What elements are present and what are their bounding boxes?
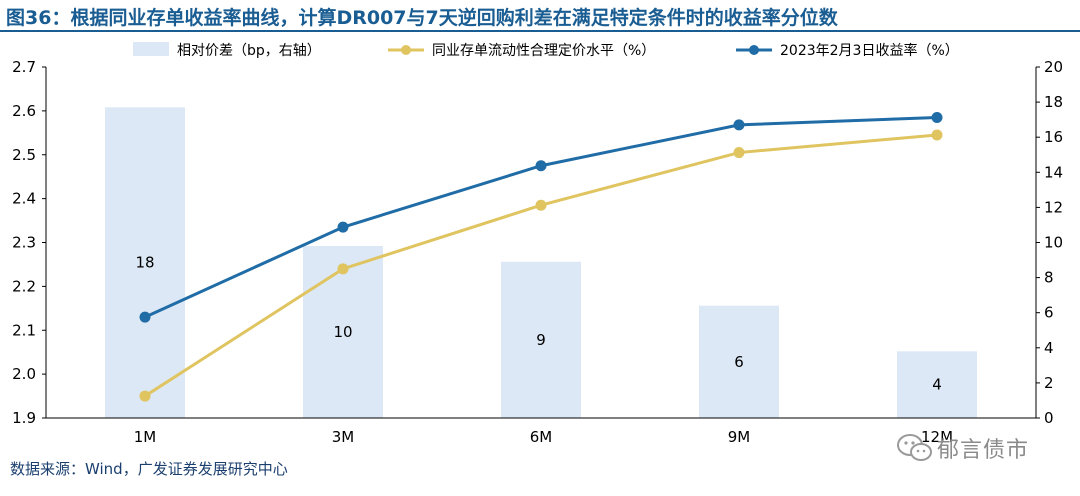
right-tick-label: 14 [1044,163,1063,181]
right-tick-label: 20 [1044,58,1063,76]
title-bar: 图36：根据同业存单收益率曲线，计算DR007与7天逆回购利差在满足特定条件时的… [0,0,1080,32]
series-point [139,311,151,323]
x-tick-label: 12M [921,428,953,446]
right-tick-label: 18 [1044,93,1063,111]
series-point [139,390,151,402]
left-tick-label: 1.9 [12,409,36,427]
bar-data-label: 9 [536,331,546,349]
left-tick-label: 2.2 [12,277,36,295]
left-tick-label: 2.3 [12,234,36,252]
page-title: 图36：根据同业存单收益率曲线，计算DR007与7天逆回购利差在满足特定条件时的… [6,7,838,29]
series-point [535,160,547,172]
legend-swatch-marker [401,45,411,55]
legend-swatch-bar [133,42,169,56]
left-tick-label: 2.4 [12,190,36,208]
left-tick-label: 2.0 [12,365,36,383]
right-tick-label: 8 [1044,269,1054,287]
source-note: 数据来源：Wind，广发证券发展研究中心 [10,460,288,478]
series-point [931,129,943,141]
bar-data-label: 4 [932,376,942,394]
right-tick-label: 2 [1044,374,1054,392]
watermark: 郁言债市 [895,430,1060,464]
left-tick-label: 2.7 [12,58,36,76]
x-tick-label: 6M [530,428,553,446]
bar [303,246,383,418]
legend-swatch-marker [749,45,759,55]
wechat-icon [897,434,932,461]
right-tick-label: 12 [1044,198,1063,216]
right-tick-label: 10 [1044,234,1063,252]
series-point [337,263,349,275]
bar-data-label: 18 [135,254,154,272]
bar [897,351,977,418]
bar-data-label: 6 [734,353,744,371]
bar-data-label: 10 [333,323,352,341]
x-tick-label: 9M [728,428,751,446]
series-point [535,199,547,211]
x-tick-label: 3M [332,428,355,446]
left-tick-label: 2.5 [12,146,36,164]
left-tick-label: 2.1 [12,321,36,339]
right-tick-label: 16 [1044,128,1063,146]
right-tick-label: 6 [1044,304,1054,322]
right-tick-label: 4 [1044,339,1054,357]
legend-label: 2023年2月3日收益率（%） [780,42,959,59]
legend-label: 同业存单流动性合理定价水平（%） [432,43,655,59]
watermark-text: 郁言债市 [937,438,1030,463]
left-tick-label: 2.6 [12,102,36,120]
bar [699,305,779,418]
bar [501,261,581,418]
right-tick-label: 0 [1044,409,1054,427]
series-point [931,111,943,123]
series-point [733,147,745,159]
series-point [733,119,745,131]
x-tick-label: 1M [134,428,157,446]
bar [105,107,185,419]
series-point [337,221,349,233]
legend-label: 相对价差（bp，右轴） [177,43,321,59]
